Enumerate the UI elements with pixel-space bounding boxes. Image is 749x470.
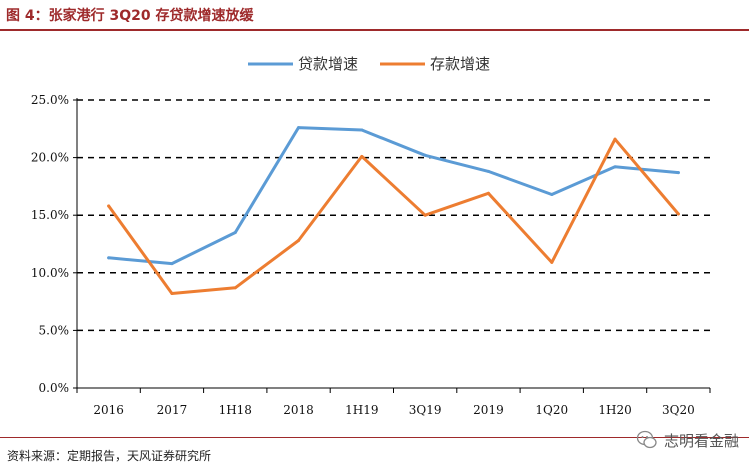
y-tick-label: 15.0% [31, 208, 69, 222]
grid-lines [77, 99, 710, 332]
data-point [486, 191, 490, 195]
data-point [676, 171, 680, 175]
legend-label: 贷款增速 [298, 55, 358, 73]
data-point [107, 256, 111, 260]
series-line-1 [107, 137, 680, 295]
legend: 贷款增速 存款增速 [248, 55, 490, 73]
x-axis-ticks: 2016 2017 1H18 2018 1H19 3Q19 2019 1Q20 1H20 3Q20 [76, 388, 711, 417]
data-point [550, 260, 554, 264]
data-point [613, 165, 617, 169]
x-tick-label: 1H20 [598, 403, 631, 417]
data-point [170, 292, 174, 296]
x-tick-label: 2018 [283, 403, 314, 417]
x-tick-label: 2017 [157, 403, 188, 417]
y-tick-label: 10.0% [31, 266, 69, 280]
series-line-0 [107, 126, 680, 266]
source-note: 资料来源：定期报告，天风证券研究所 [7, 449, 212, 463]
data-point [423, 213, 427, 217]
data-point [423, 153, 427, 157]
data-point [550, 192, 554, 196]
title-bar: 图 4：张家港行 3Q20 存贷款增速放缓 [0, 0, 749, 31]
x-tick-label: 3Q19 [409, 403, 442, 417]
y-tick-label: 25.0% [31, 93, 69, 107]
y-axis-ticks: 25.0% 20.0% 15.0% 10.0% 5.0% 0.0% [31, 93, 77, 395]
data-point [233, 230, 237, 234]
data-point [486, 169, 490, 173]
x-tick-label: 3Q20 [662, 403, 695, 417]
data-point [297, 239, 301, 243]
chart-title: 图 4：张家港行 3Q20 存贷款增速放缓 [6, 8, 254, 24]
data-point [613, 137, 617, 141]
y-tick-label: 0.0% [39, 381, 70, 395]
y-tick-label: 20.0% [31, 151, 69, 165]
y-tick-label: 5.0% [39, 323, 70, 337]
watermark: 志明看金融 [636, 425, 739, 455]
footer-divider [0, 437, 749, 438]
data-point [233, 286, 237, 290]
wechat-icon [636, 430, 657, 449]
data-point [676, 212, 680, 216]
x-tick-label: 1Q20 [535, 403, 568, 417]
series-lines [107, 126, 680, 296]
x-tick-label: 1H19 [345, 403, 378, 417]
data-point [360, 154, 364, 158]
watermark-text: 志明看金融 [663, 431, 739, 450]
data-point [297, 126, 301, 130]
x-tick-label: 2016 [93, 403, 124, 417]
data-point [170, 262, 174, 266]
x-tick-label: 1H18 [219, 403, 252, 417]
legend-label: 存款增速 [430, 55, 490, 73]
data-point [360, 128, 364, 132]
x-tick-label: 2019 [473, 403, 504, 417]
title-divider [0, 29, 749, 31]
data-point [107, 204, 111, 208]
